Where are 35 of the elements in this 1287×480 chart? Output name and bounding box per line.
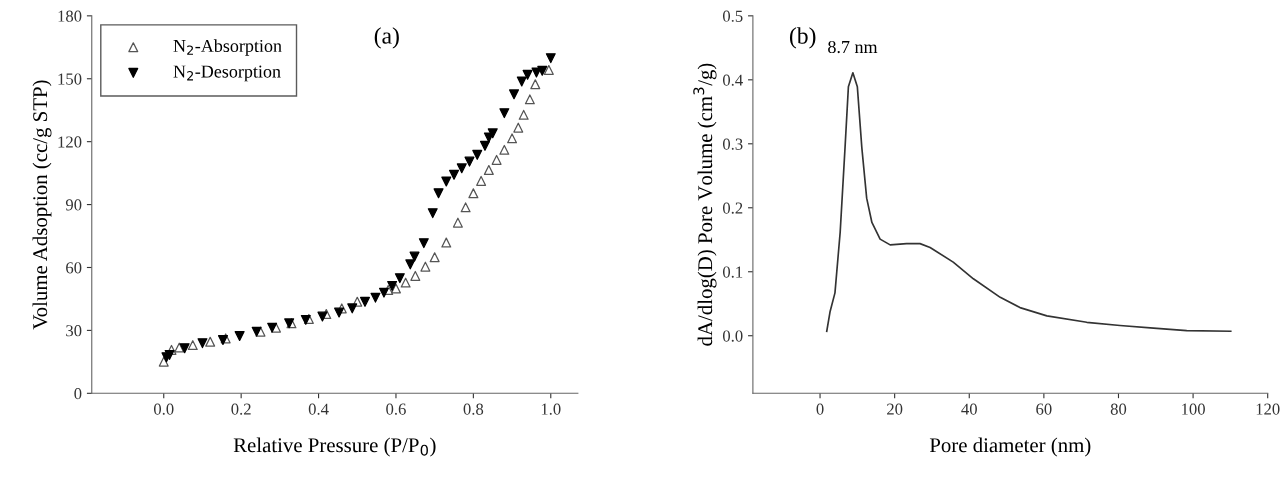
y-axis-title: Volume Adsoption (cc/g STP) xyxy=(32,80,52,330)
x-tick-label: 60 xyxy=(1036,403,1052,415)
y-tick-label: 0 xyxy=(74,388,82,400)
x-tick-label: 0.6 xyxy=(386,403,406,415)
annotation: 8.7 nm xyxy=(828,40,878,54)
x-axis-title: Relative Pressure (P/P$_{0}$) xyxy=(233,437,436,457)
legend-label: N$_{2}$-Desorption xyxy=(173,65,281,82)
x-tick-label: 120 xyxy=(1256,403,1280,415)
legend-label: N$_{2}$-Absorption xyxy=(173,39,282,56)
y-tick-label: 180 xyxy=(58,10,82,22)
x-axis-title: Pore diameter (nm) xyxy=(929,437,1091,457)
x-tick-label: 0.4 xyxy=(308,403,329,415)
y-tick-label: 0.5 xyxy=(722,10,743,22)
y-tick-label: 90 xyxy=(65,199,82,211)
y-tick-label: 0.2 xyxy=(722,202,743,214)
y-tick-label: 30 xyxy=(66,325,82,337)
x-tick-label: 0.0 xyxy=(153,403,174,415)
y-tick-label: 120 xyxy=(58,136,82,148)
y-tick-label: 0.3 xyxy=(722,138,743,150)
x-tick-label: 1.0 xyxy=(541,403,561,415)
x-tick-label: 100 xyxy=(1182,403,1205,415)
x-tick-label: 0.2 xyxy=(231,403,251,415)
y-tick-label: 0.1 xyxy=(722,266,743,278)
chart-title: (a) xyxy=(374,27,399,49)
x-tick-label: 80 xyxy=(1110,403,1127,415)
x-tick-label: 0.8 xyxy=(463,403,484,415)
chart-title: (b) xyxy=(789,27,816,49)
x-tick-label: 0 xyxy=(816,403,824,415)
x-tick-label: 40 xyxy=(961,403,977,415)
y-tick-label: 0.0 xyxy=(722,330,743,342)
y-tick-label: 150 xyxy=(58,73,82,85)
x-tick-label: 20 xyxy=(887,403,903,415)
y-tick-label: 60 xyxy=(66,262,82,274)
y-axis-title: dA/dlog(D) Pore Volume (cm$^{3}$/g) xyxy=(693,63,717,346)
y-tick-label: 0.4 xyxy=(722,74,743,86)
